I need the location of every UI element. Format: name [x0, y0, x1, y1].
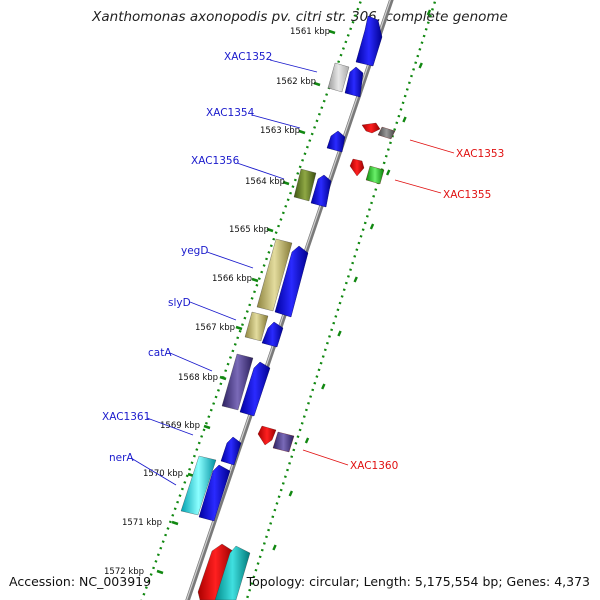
kbp-label: 1564 kbp — [245, 177, 285, 187]
gene-label-xac1356[interactable]: XAC1356 — [191, 155, 240, 167]
kbp-tick-marks — [156, 29, 336, 575]
kbp-labels: 1561 kbp 1562 kbp 1563 kbp 1564 kbp 1565… — [104, 27, 330, 577]
gene-label-xac1354[interactable]: XAC1354 — [206, 107, 255, 119]
gene-label-nera[interactable]: nerA — [109, 452, 134, 464]
gene-arrow-yegd[interactable] — [274, 245, 309, 318]
gene-arrow-xac1353[interactable] — [361, 122, 381, 134]
gene-arrow-xac1356[interactable] — [310, 174, 332, 208]
category-box-xac1352[interactable] — [327, 62, 350, 93]
gene-arrow-xac1360[interactable] — [257, 425, 277, 446]
map-title: Xanthomonas axonopodis pv. citri str. 30… — [92, 9, 508, 25]
kbp-label: 1568 kbp — [178, 373, 218, 383]
gene-label-yegd[interactable]: yegD — [181, 245, 208, 257]
right-tick-track — [245, 0, 437, 600]
gene-label-cata[interactable]: catA — [148, 347, 172, 359]
category-box-xac1353[interactable] — [377, 126, 396, 140]
forward-category-boxes — [180, 62, 350, 516]
kbp-label: 1570 kbp — [143, 469, 183, 479]
reverse-leader-lines — [302, 139, 455, 466]
gene-arrow-xac1355[interactable] — [349, 158, 365, 177]
gene-arrow-cata[interactable] — [239, 361, 271, 417]
kbp-label: 1565 kbp — [229, 225, 269, 235]
category-box-nera[interactable] — [180, 455, 217, 516]
kbp-label: 1566 kbp — [212, 274, 252, 284]
gene-label-xac1360[interactable]: XAC1360 — [350, 460, 398, 472]
gene-arrow-xac1352[interactable] — [344, 66, 364, 98]
category-box-cata[interactable] — [221, 353, 254, 411]
kbp-label: 1562 kbp — [276, 77, 316, 87]
forward-strand-genes — [198, 15, 383, 522]
bottom-genes — [197, 543, 251, 600]
right-track-major-ticks — [272, 9, 432, 551]
category-box-xac1356[interactable] — [293, 168, 317, 202]
gene-arrow-bottom-teal[interactable] — [214, 545, 251, 600]
gene-label-xac1353[interactable]: XAC1353 — [456, 148, 504, 160]
reverse-strand-genes — [257, 122, 396, 453]
category-box-yegd[interactable] — [256, 238, 293, 312]
gene-label-xac1352[interactable]: XAC1352 — [224, 51, 272, 63]
kbp-label: 1563 kbp — [260, 126, 300, 136]
category-box-xac1355[interactable] — [365, 165, 385, 185]
gene-arrow-xac1351[interactable] — [355, 15, 383, 67]
gene-arrow-slyd[interactable] — [261, 321, 284, 348]
gene-arrow-xac1354[interactable] — [326, 130, 346, 153]
kbp-label: 1571 kbp — [122, 518, 162, 528]
gene-label-slyd[interactable]: slyD — [168, 297, 191, 309]
gene-arrow-xac1361[interactable] — [220, 436, 242, 466]
category-box-slyd[interactable] — [244, 311, 269, 342]
kbp-label: 1569 kbp — [160, 421, 200, 431]
reverse-gene-labels: XAC1353 XAC1355 XAC1360 — [350, 148, 504, 472]
forward-gene-labels: XAC1352 XAC1354 XAC1356 yegD slyD catA X… — [102, 51, 272, 464]
kbp-label: 1567 kbp — [195, 323, 235, 333]
kbp-label: 1572 kbp — [104, 567, 144, 577]
accession-text: Accession: NC_003919 — [9, 574, 152, 589]
kbp-label: 1561 kbp — [290, 27, 330, 37]
topology-text: Topology: circular; Length: 5,175,554 bp… — [246, 574, 590, 589]
gene-label-xac1355[interactable]: XAC1355 — [443, 189, 491, 201]
forward-leader-lines — [130, 59, 318, 486]
category-box-xac1360[interactable] — [272, 431, 295, 453]
gene-arrow-nera[interactable] — [198, 464, 231, 522]
gene-label-xac1361[interactable]: XAC1361 — [102, 411, 150, 423]
